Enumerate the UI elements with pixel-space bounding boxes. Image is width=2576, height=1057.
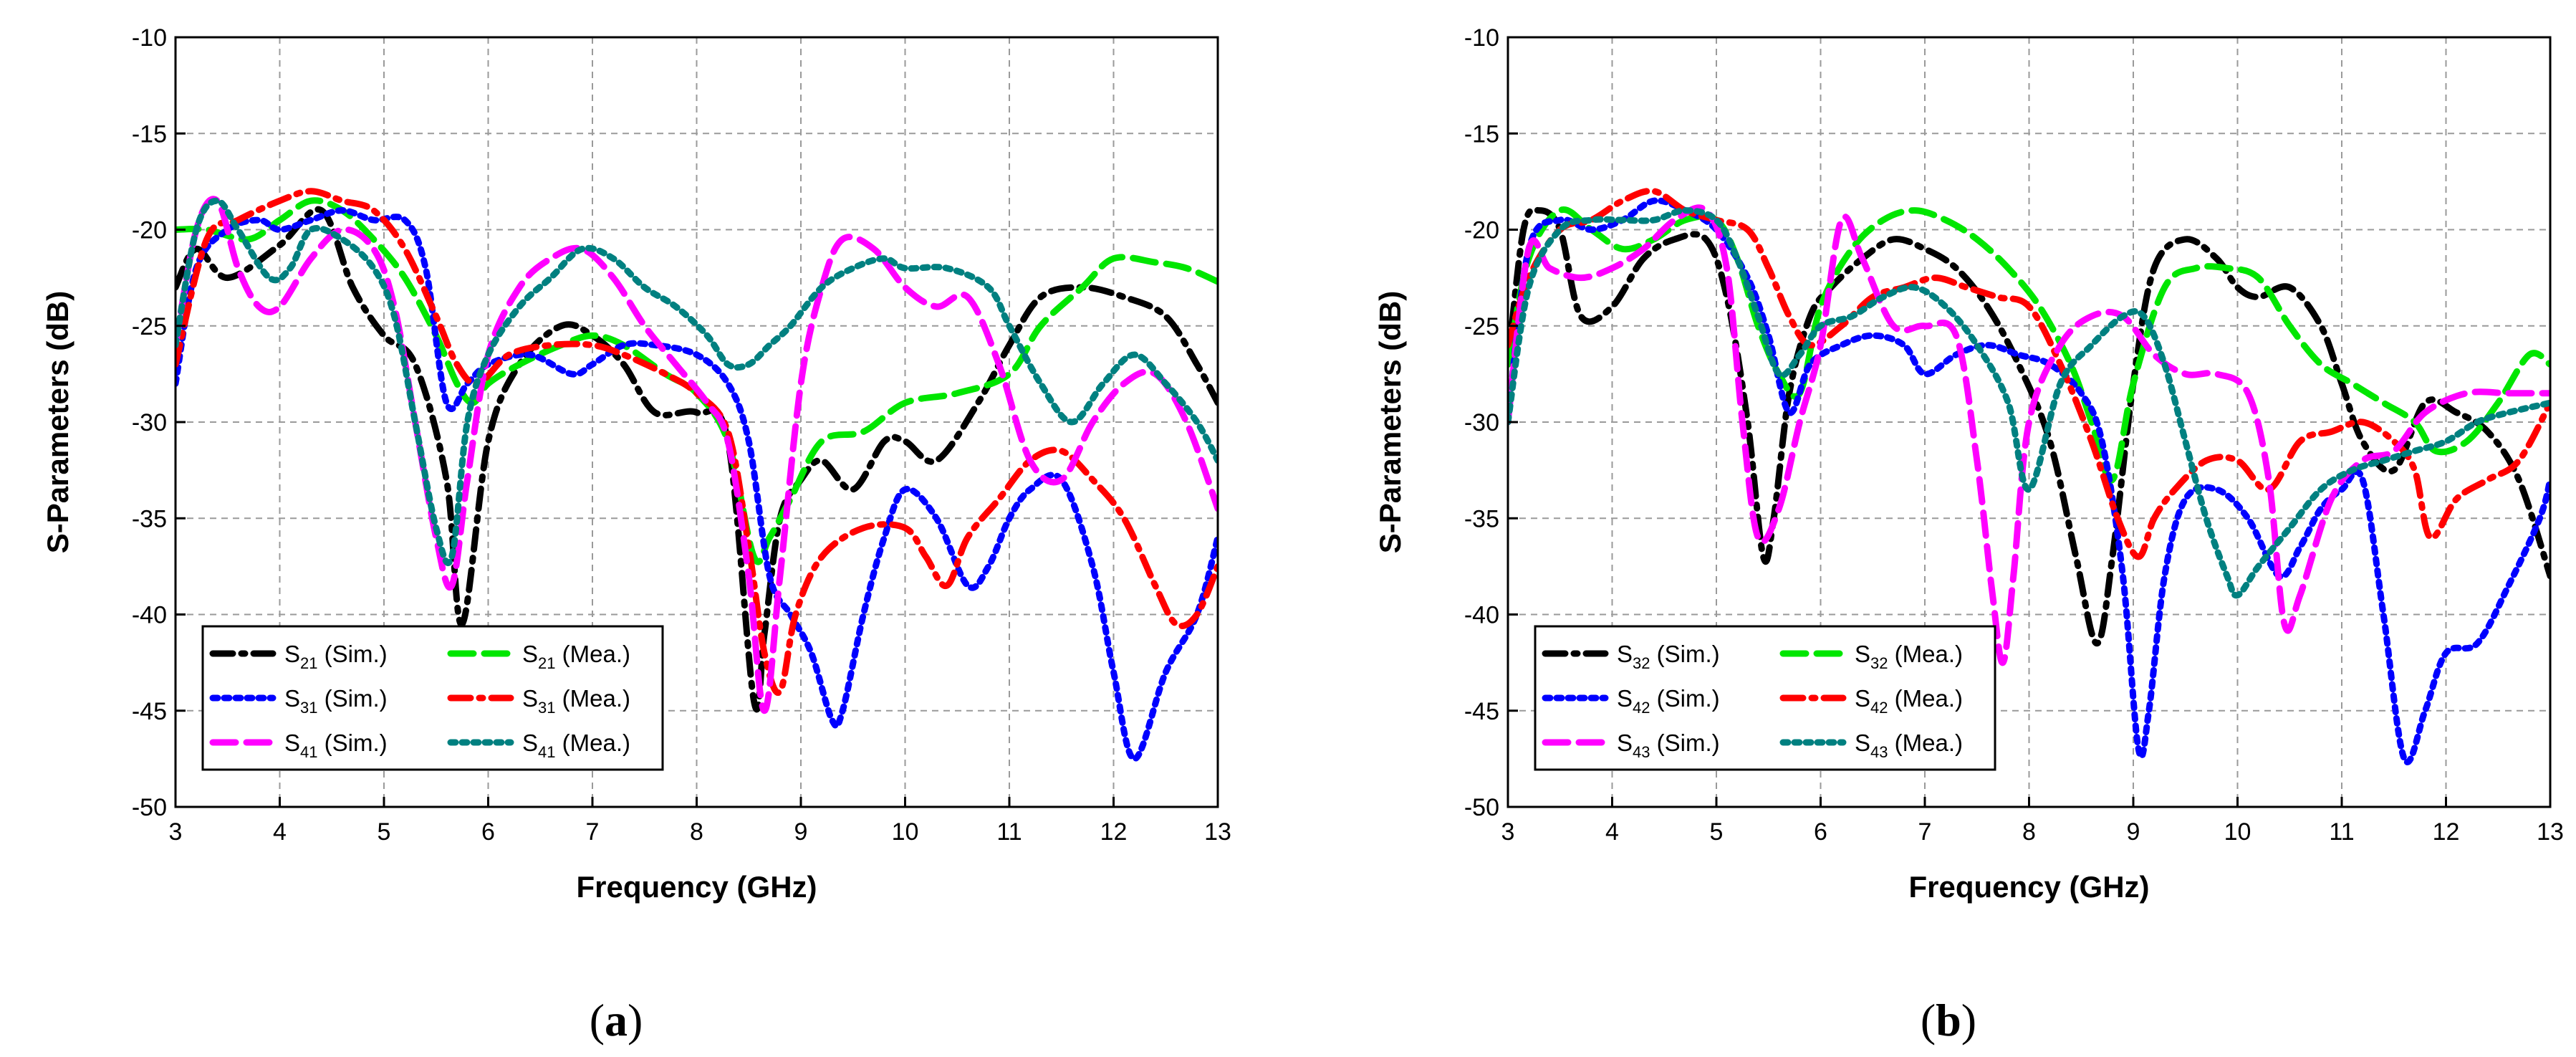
chart-panel-a: 3 4 5 6 7 8 9 10 11 12 13 -50 -45 -40 -35 -30 -25 -20 -15 -… bbox=[41, 24, 1231, 1046]
y-tick-label: -45 bbox=[1464, 698, 1499, 725]
x-tick-label: 13 bbox=[1204, 818, 1231, 846]
x-tick-label: 4 bbox=[1605, 818, 1619, 846]
chart-panel-b: 3 4 5 6 7 8 9 10 11 12 13 -50 -45 -40 -35 -30 -25 -20 -15 -… bbox=[1373, 24, 2564, 1046]
legend: S21 (Sim.) S21 (Mea.) S31 (Sim.) S31 (Mea.)… bbox=[201, 625, 664, 771]
y-tick-label: -40 bbox=[1464, 602, 1499, 629]
legend: S32 (Sim.) S32 (Mea.) S42 (Sim.) S42 (Mea.)… bbox=[1534, 625, 1996, 771]
series-line-s31-mea bbox=[176, 188, 1218, 697]
legend-label: S41 (Mea.) bbox=[522, 730, 630, 761]
legend-label: S41 (Sim.) bbox=[284, 730, 388, 761]
series-group bbox=[1508, 187, 2550, 765]
legend-item: S21 (Mea.) bbox=[447, 641, 630, 672]
legend-item: S42 (Mea.) bbox=[1779, 685, 1963, 717]
y-tick-label: -30 bbox=[1464, 409, 1499, 436]
x-tick-label: 4 bbox=[273, 818, 287, 846]
series-line-s41-mea bbox=[176, 197, 1218, 566]
legend-item: S43 (Sim.) bbox=[1542, 730, 1720, 761]
legend-item: S43 (Mea.) bbox=[1779, 730, 1963, 761]
y-tick-label: -10 bbox=[132, 24, 167, 52]
x-axis-title: Frequency (GHz) bbox=[1908, 870, 2149, 904]
y-tick-label: -15 bbox=[132, 120, 167, 148]
series-line-s32-mea bbox=[1508, 206, 2550, 484]
x-tick-label: 3 bbox=[169, 818, 183, 846]
grid bbox=[1508, 37, 2550, 807]
x-tick-label: 6 bbox=[1814, 818, 1827, 846]
series-line-s31-sim bbox=[176, 207, 1218, 762]
y-tick-label: -25 bbox=[1464, 313, 1499, 340]
legend-box bbox=[1534, 625, 1996, 771]
legend-item: S31 (Sim.) bbox=[209, 685, 388, 717]
legend-box bbox=[201, 625, 664, 771]
x-tick-label: 11 bbox=[996, 818, 1022, 846]
x-tick-label: 13 bbox=[2537, 818, 2564, 846]
x-tick-label: 8 bbox=[2022, 818, 2036, 846]
y-tick-label: -20 bbox=[1464, 217, 1499, 244]
x-tick-label: 5 bbox=[1710, 818, 1724, 846]
panel-label: (b) bbox=[1921, 995, 1976, 1046]
x-tick-label: 12 bbox=[1100, 818, 1128, 846]
legend-item: S41 (Sim.) bbox=[209, 730, 388, 761]
x-tick-label: 8 bbox=[690, 818, 703, 846]
y-tick-label: -30 bbox=[132, 409, 167, 436]
series-group bbox=[176, 188, 1218, 762]
legend-label: S42 (Sim.) bbox=[1617, 685, 1720, 717]
x-tick-label: 9 bbox=[2127, 818, 2140, 846]
x-tick-label: 7 bbox=[586, 818, 600, 846]
y-tick-label: -40 bbox=[132, 602, 167, 629]
legend-label: S31 (Mea.) bbox=[522, 685, 630, 717]
legend-label: S42 (Mea.) bbox=[1855, 685, 1963, 717]
y-axis-title: S-Parameters (dB) bbox=[41, 291, 75, 553]
x-axis-title: Frequency (GHz) bbox=[576, 870, 817, 904]
legend-item: S21 (Sim.) bbox=[209, 641, 388, 672]
panel-label: (a) bbox=[590, 995, 643, 1046]
x-tick-label: 3 bbox=[1501, 818, 1515, 846]
x-tick-label: 6 bbox=[481, 818, 495, 846]
series-line-s43-sim bbox=[1508, 204, 2550, 666]
x-tick-label: 10 bbox=[2224, 818, 2251, 846]
legend-label: S21 (Sim.) bbox=[284, 641, 388, 672]
legend-label: S43 (Sim.) bbox=[1617, 730, 1720, 761]
legend-label: S43 (Mea.) bbox=[1855, 730, 1963, 761]
x-tick-label: 12 bbox=[2433, 818, 2460, 846]
x-tick-label: 7 bbox=[1918, 818, 1932, 846]
legend-item: S42 (Sim.) bbox=[1542, 685, 1720, 717]
legend-item: S32 (Sim.) bbox=[1542, 641, 1720, 672]
y-tick-label: -15 bbox=[1464, 120, 1499, 148]
legend-label: S32 (Sim.) bbox=[1617, 641, 1720, 672]
legend-label: S31 (Sim.) bbox=[284, 685, 388, 717]
x-tick-label: 9 bbox=[794, 818, 808, 846]
series-line-s41-sim bbox=[176, 196, 1218, 714]
legend-item: S31 (Mea.) bbox=[447, 685, 630, 717]
legend-label: S21 (Mea.) bbox=[522, 641, 630, 672]
x-tick-label: 11 bbox=[2329, 818, 2354, 846]
y-tick-label: -45 bbox=[132, 698, 167, 725]
legend-item: S32 (Mea.) bbox=[1779, 641, 1963, 672]
y-tick-label: -20 bbox=[132, 217, 167, 244]
legend-label: S32 (Mea.) bbox=[1855, 641, 1963, 672]
x-tick-label: 5 bbox=[378, 818, 391, 846]
y-tick-label: -35 bbox=[1464, 505, 1499, 532]
y-axis-title: S-Parameters (dB) bbox=[1373, 291, 1407, 553]
series-line-s43-mea bbox=[1508, 207, 2550, 599]
y-tick-label: -50 bbox=[1464, 794, 1499, 821]
x-tick-label: 10 bbox=[892, 818, 919, 846]
y-tick-label: -25 bbox=[132, 313, 167, 340]
y-tick-label: -10 bbox=[1464, 24, 1499, 52]
y-tick-label: -50 bbox=[132, 794, 167, 821]
y-tick-label: -35 bbox=[132, 505, 167, 532]
legend-item: S41 (Mea.) bbox=[447, 730, 630, 761]
